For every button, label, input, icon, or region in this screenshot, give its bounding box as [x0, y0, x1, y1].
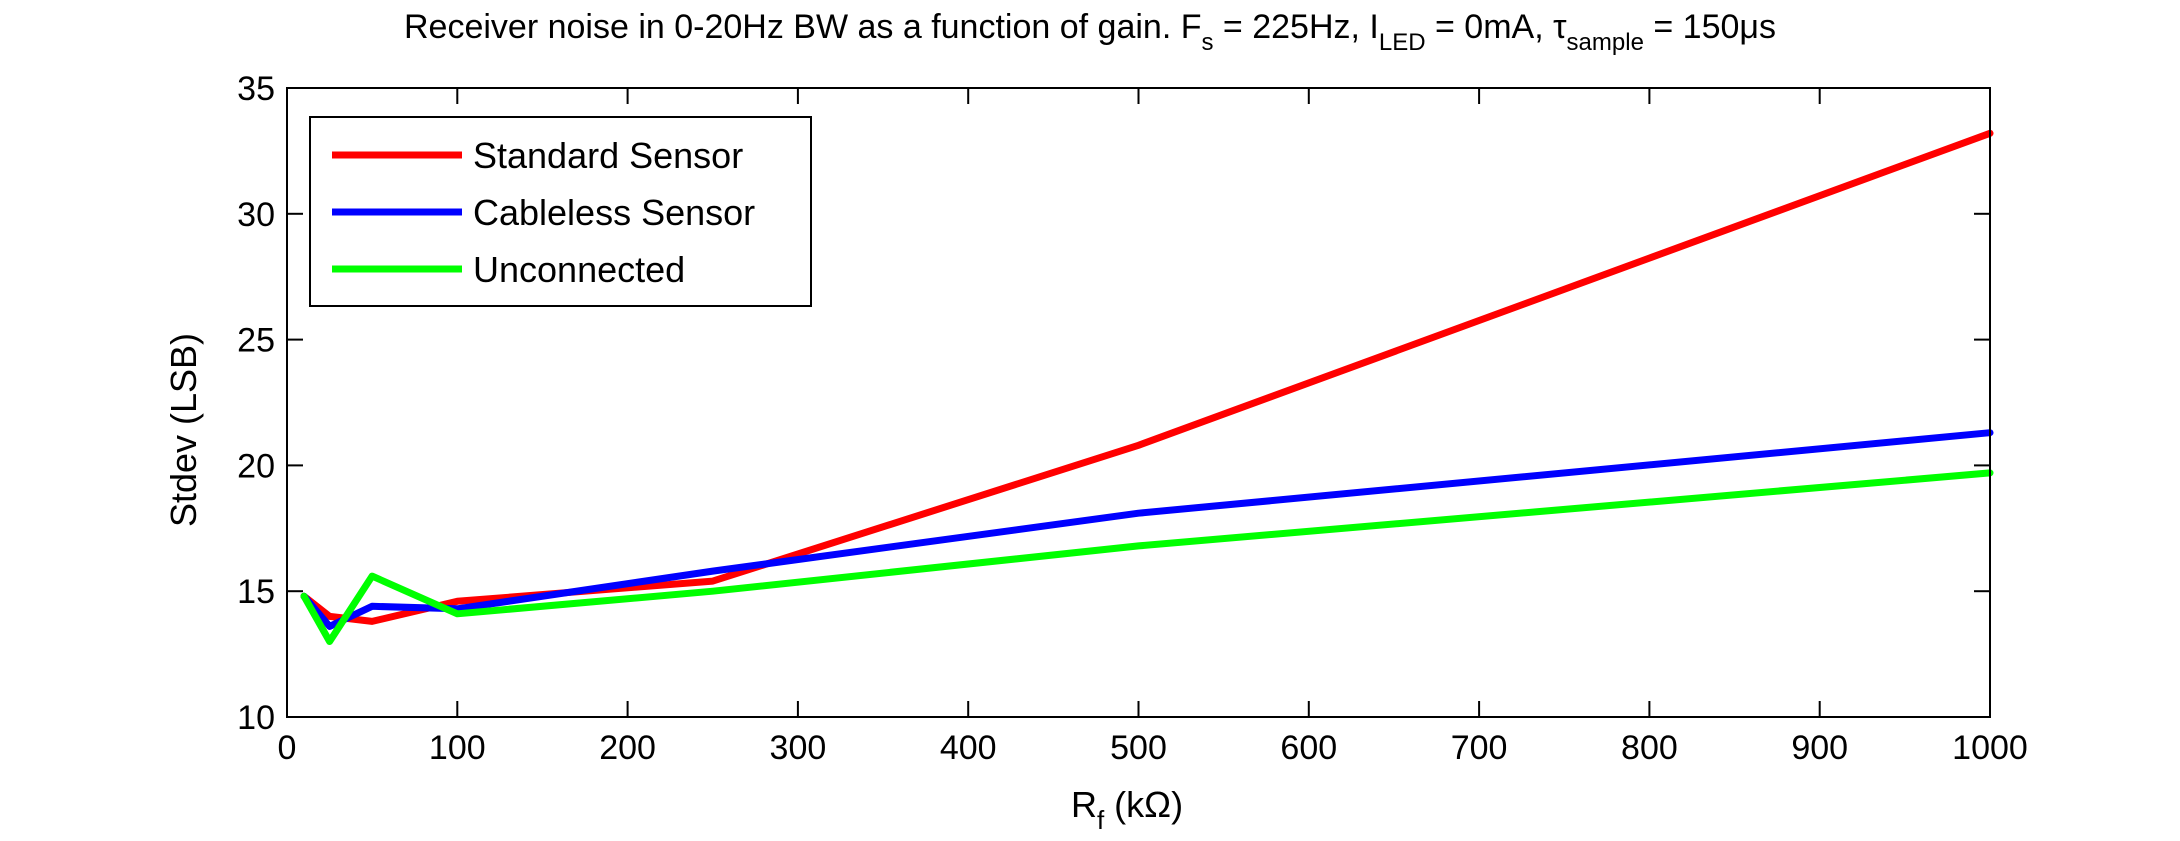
y-tick-label: 30	[237, 196, 275, 234]
series-line-1	[300, 129, 1994, 625]
y-tick-label: 20	[237, 447, 275, 485]
y-tick-label: 10	[237, 699, 275, 737]
x-tick-label: 700	[1451, 729, 1508, 767]
y-tick-label: 15	[237, 573, 275, 611]
y-tick-label: 25	[237, 322, 275, 360]
x-tick-label: 600	[1280, 729, 1337, 767]
y-tick-label: 35	[237, 70, 275, 108]
legend-label: Standard Sensor	[473, 135, 743, 176]
x-tick-label: 0	[278, 729, 297, 767]
x-tick-label: 1000	[1952, 729, 2028, 767]
x-tick-label: 500	[1110, 729, 1167, 767]
legend-label: Cableless Sensor	[473, 192, 755, 233]
x-tick-label: 900	[1791, 729, 1848, 767]
chart-title: Receiver noise in 0-20Hz BW as a functio…	[404, 8, 1776, 56]
x-tick-label: 300	[770, 729, 827, 767]
x-tick-label: 400	[940, 729, 997, 767]
legend-label: Unconnected	[473, 249, 685, 290]
plot-area: 0 100 200 300 400 500 600 700 800 900 1000 10 15 20 25…	[237, 70, 2028, 767]
y-axis-label: Stdev (LSB)	[163, 333, 204, 527]
series-line-3	[300, 469, 1994, 645]
x-axis-label: Rf (kΩ)	[1071, 784, 1183, 835]
x-tick-label: 800	[1621, 729, 1678, 767]
x-tick-label: 100	[429, 729, 486, 767]
series-line-2	[300, 429, 1994, 630]
x-tick-label: 200	[599, 729, 656, 767]
